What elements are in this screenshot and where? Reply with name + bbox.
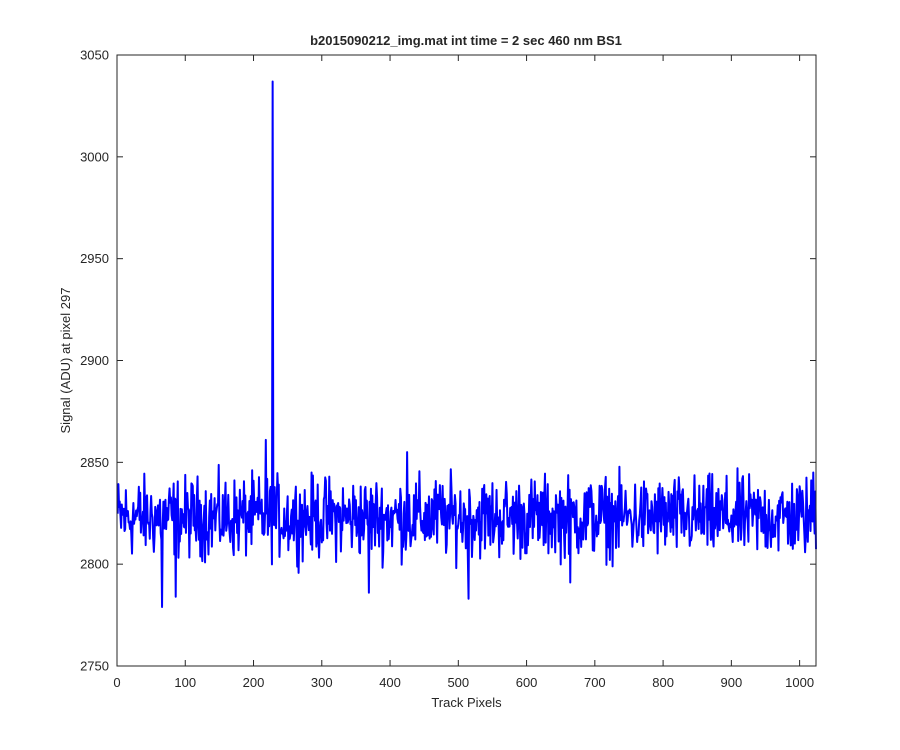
y-tick-label: 3050 [80,48,109,63]
y-tick-label: 3000 [80,149,109,164]
x-tick-label: 100 [174,675,196,690]
signal-line [116,80,817,608]
x-tick-label: 200 [243,675,265,690]
x-tick-label: 900 [721,675,743,690]
chart-title: b2015090212_img.mat int time = 2 sec 460… [310,33,622,48]
x-tick-label: 600 [516,675,538,690]
x-tick-label: 1000 [785,675,814,690]
axes-box [116,54,817,667]
y-tick-label: 2800 [80,557,109,572]
x-tick-label: 700 [584,675,606,690]
x-tick-label: 800 [652,675,674,690]
y-tick-label: 2900 [80,353,109,368]
x-tick-label: 400 [379,675,401,690]
y-tick-label: 2750 [80,659,109,674]
x-axis-label: Track Pixels [431,695,502,710]
x-tick-label: 300 [311,675,333,690]
y-axis-label: Signal (ADU) at pixel 297 [58,288,73,434]
x-axis: 0 100 200 300 400 500 600 700 800 900 1000 [113,55,814,690]
y-tick-label: 2950 [80,251,109,266]
y-tick-label: 2850 [80,455,109,470]
x-tick-label: 500 [447,675,469,690]
x-tick-label: 0 [113,675,120,690]
y-axis: 2750 2800 2850 2900 2950 3000 3050 [80,48,816,674]
